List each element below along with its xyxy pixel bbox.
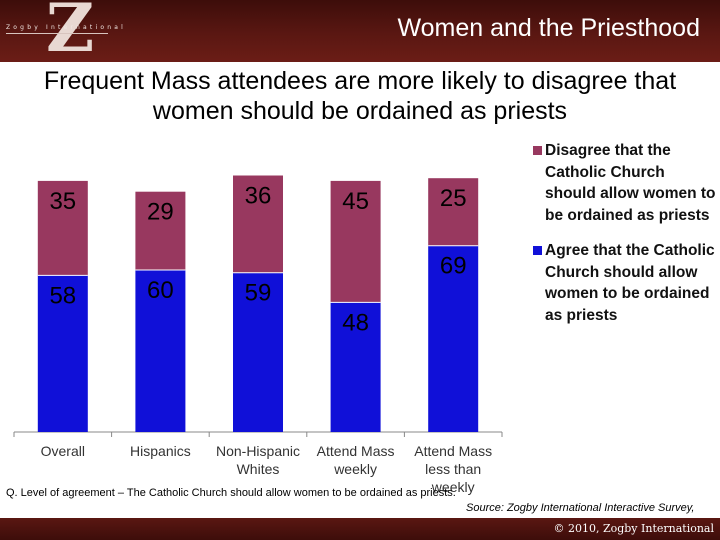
bar-agree <box>233 272 283 432</box>
bar-disagree <box>330 180 381 303</box>
bar-agree <box>330 302 381 432</box>
x-tick-label: Attend Mass less than weekly <box>414 443 492 495</box>
data-label-agree: 48 <box>342 309 369 336</box>
legend-item-disagree: Disagree that the Catholic Church should… <box>531 140 716 226</box>
copyright-text: © 2010, Zogby International <box>553 522 714 535</box>
x-tick-label: Attend Mass weekly <box>317 443 395 477</box>
x-tick-label: Non-Hispanic Whites <box>216 443 300 477</box>
bar-disagree <box>233 175 283 273</box>
x-tick-label: Hispanics <box>130 443 191 459</box>
legend-swatch-agree <box>533 246 542 255</box>
header-band: Z Zogby International Women and the Prie… <box>0 0 720 62</box>
data-label-disagree: 25 <box>440 185 467 212</box>
data-label-agree: 60 <box>147 277 174 304</box>
bar-agree <box>428 245 479 432</box>
bar-agree <box>37 275 88 432</box>
logo-wordmark: Zogby International <box>6 24 126 31</box>
legend: Disagree that the Catholic Church should… <box>531 140 716 326</box>
data-label-disagree: 36 <box>245 183 272 210</box>
x-tick-label: Overall <box>41 443 85 459</box>
slide-title: Women and the Priesthood <box>397 14 700 42</box>
data-label-agree: 59 <box>245 280 272 307</box>
data-label-disagree: 35 <box>49 188 76 215</box>
bar-agree <box>135 270 186 432</box>
logo-underline <box>6 33 108 34</box>
data-label-agree: 69 <box>440 253 467 280</box>
data-label-disagree: 45 <box>342 188 369 215</box>
bar-disagree <box>135 191 186 270</box>
logo-icon: Z <box>46 0 95 67</box>
bar-disagree <box>428 178 479 246</box>
chart-title: Frequent Mass attendees are more likely … <box>43 67 677 125</box>
data-label-disagree: 29 <box>147 199 174 226</box>
question-note: Q. Level of agreement – The Catholic Chu… <box>6 487 456 499</box>
footer-band: © 2010, Zogby International <box>0 518 720 540</box>
legend-label-agree: Agree that the Catholic Church should al… <box>545 242 715 324</box>
bar-disagree <box>37 180 88 276</box>
legend-label-disagree: Disagree that the Catholic Church should… <box>545 142 716 224</box>
legend-swatch-disagree <box>533 146 542 155</box>
data-label-agree: 58 <box>49 282 76 309</box>
source-note: Source: Zogby International Interactive … <box>466 502 695 514</box>
legend-item-agree: Agree that the Catholic Church should al… <box>531 240 716 326</box>
